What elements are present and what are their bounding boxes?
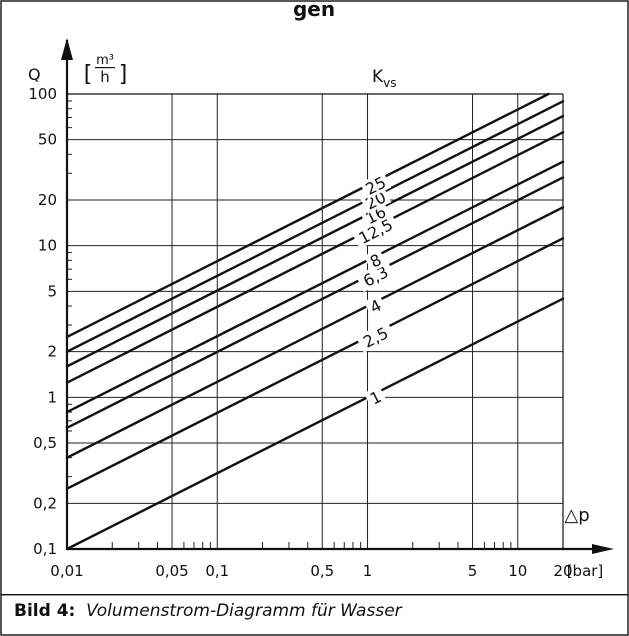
y-tick-label: 100 [28, 85, 57, 103]
kvs-line-25 [65, 92, 550, 339]
y-tick-label: 0,1 [33, 540, 57, 558]
kvs-line-6-3 [65, 176, 565, 429]
axes [61, 38, 614, 554]
svg-text:△p: △p [564, 505, 589, 526]
kvs-line-12-5 [65, 131, 565, 384]
kvs-family-label: Kvs [372, 67, 397, 90]
kvs-label-backing [363, 294, 388, 318]
kvs-line-8 [65, 160, 565, 414]
kvs-line-16 [65, 114, 565, 368]
x-axis-unit: [bar] [567, 562, 604, 580]
kvs-label-8: 8 [363, 248, 388, 273]
header-text: gen [293, 0, 335, 21]
x-tick-label: 0,01 [50, 562, 83, 580]
y-unit-denominator: h [100, 68, 110, 86]
y-unit-numerator: m³ [96, 53, 114, 68]
y-tick-label: 2 [47, 343, 57, 361]
svg-text:]: ] [119, 62, 128, 87]
x-tick-label: 10 [508, 562, 527, 580]
kvs-label-4: 4 [363, 294, 388, 318]
kvs-label-backing [359, 186, 392, 214]
y-tick-label: 1 [47, 388, 57, 406]
kvs-label-backing [363, 248, 388, 273]
y-tick-label: 20 [38, 191, 57, 209]
svg-text:Kvs: Kvs [372, 67, 397, 90]
kvs-label-backing [355, 321, 396, 353]
kvs-label-backing [355, 260, 396, 293]
grid [66, 93, 564, 550]
x-tick-label: 20 [553, 562, 572, 580]
y-axis-unit: [ m³ h ] [84, 53, 128, 87]
kvs-label-backing [363, 385, 388, 410]
x-tick-label: 5 [468, 562, 478, 580]
kvs-line-1 [65, 297, 565, 551]
kvs-label-backing [351, 213, 400, 249]
kvs-line-2-5 [65, 237, 565, 490]
y-tick-label: 0,5 [33, 434, 57, 452]
x-tick-label: 0,1 [205, 562, 229, 580]
kvs-label-backing [359, 171, 392, 200]
x-axis-label: △p [564, 505, 589, 526]
kvs-line-4 [65, 206, 565, 459]
caption-label: Bild 4: [14, 601, 76, 621]
y-tick-label: 5 [47, 282, 57, 300]
y-tick-label: 10 [38, 237, 57, 255]
x-axis-arrow [592, 544, 614, 554]
y-tick-label: 0,2 [33, 494, 57, 512]
svg-text:[: [ [84, 62, 93, 87]
x-tick-label: 0,05 [155, 562, 188, 580]
y-axis-arrow [61, 38, 73, 60]
caption-text: Volumenstrom-Diagramm für Wasser [86, 601, 402, 621]
caption-separator [1, 594, 628, 596]
x-tick-label: 0,5 [310, 562, 334, 580]
y-axis-label: Q [28, 65, 41, 84]
kvs-line-20 [65, 100, 565, 353]
figure-caption: Bild 4: Volumenstrom-Diagramm für Wasser [14, 601, 402, 621]
kvs-label-1: 1 [363, 385, 388, 410]
y-tick-label: 50 [38, 131, 57, 149]
tick-labels: 0,01 0,05 0,1 0,5 1 5 10 20 0,1 0,2 0,5 1 2 5 10 20 50 10… [28, 85, 572, 580]
kvs-label-backing [359, 200, 392, 229]
x-tick-label: 1 [363, 562, 373, 580]
minor-ticks [67, 100, 512, 549]
series-lines [65, 92, 565, 551]
